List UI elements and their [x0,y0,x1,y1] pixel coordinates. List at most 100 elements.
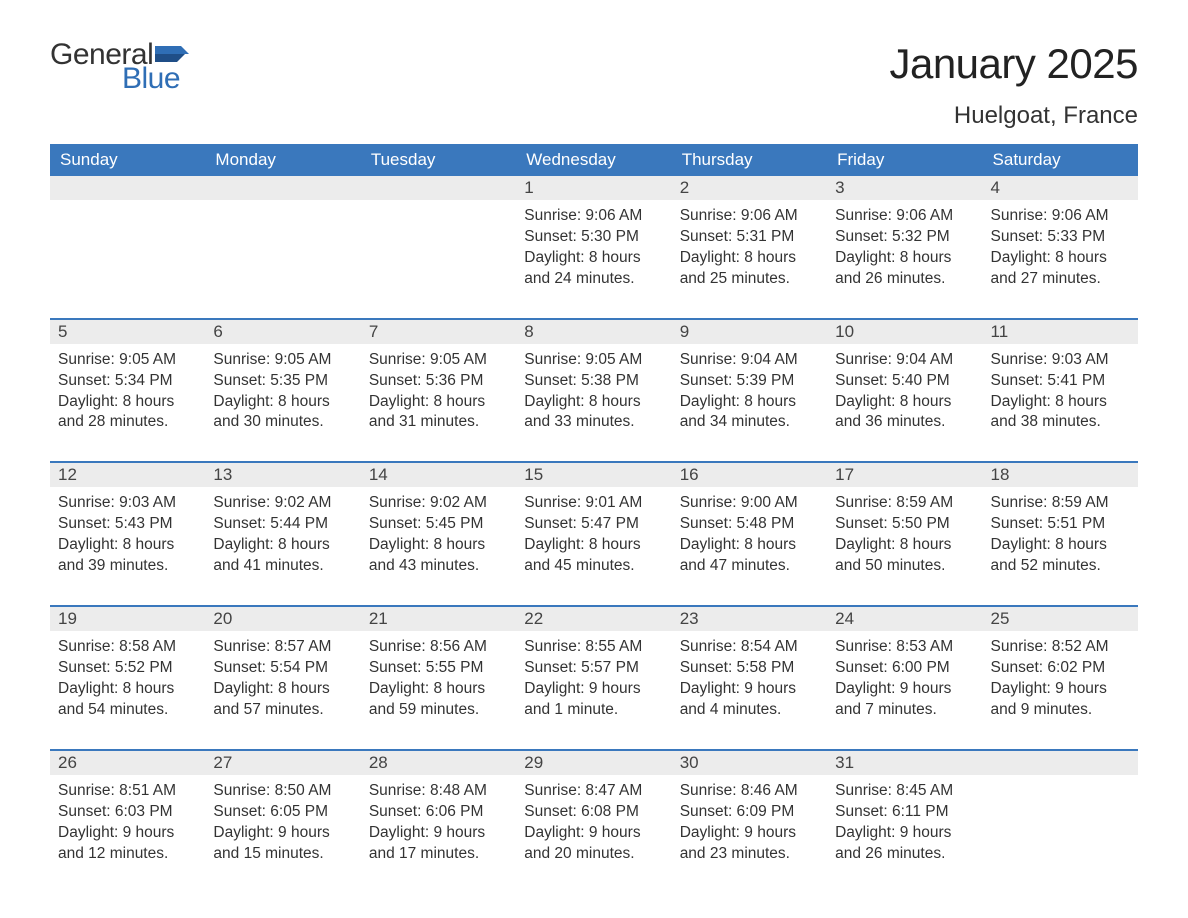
sunrise-line: Sunrise: 9:06 AM [835,206,974,227]
day-cell: 6Sunrise: 9:05 AMSunset: 5:35 PMDaylight… [205,320,360,442]
sunrise-line: Sunrise: 9:05 AM [369,350,508,371]
day-number: 18 [983,463,1138,487]
day-number: 30 [672,751,827,775]
week-row: 12 Sunrise: 9:03 AMSunset: 5:43 PM Dayligh… [50,461,1138,585]
title-block: January 2025 Huelgoat, France [889,40,1138,130]
day-number: 22 [516,607,671,631]
day-number: 2 [672,176,827,200]
sunrise-line: Sunrise: 9:03 AM [991,350,1130,371]
sunrise-line: Sunrise: 8:47 AM [524,781,663,802]
daylight-line: Daylight: 9 hours and 1 minute. [524,679,663,721]
day-cell: 11Sunrise: 9:03 AMSunset: 5:41 PMDayligh… [983,320,1138,442]
day-number: 20 [205,607,360,631]
weekday-header-cell: Thursday [672,144,827,176]
day-content: Sunrise: 8:59 AMSunset: 5:51 PMDaylight:… [983,487,1138,577]
day-cell: 25Sunrise: 8:52 AMSunset: 6:02 PMDayligh… [983,607,1138,729]
day-cell: 20Sunrise: 8:57 AMSunset: 5:54 PMDayligh… [205,607,360,729]
sunset-line: Sunset: 5:30 PM [524,227,663,248]
daylight-line: Daylight: 8 hours and 27 minutes. [991,248,1130,290]
daylight-line: Daylight: 8 hours and 26 minutes. [835,248,974,290]
weekday-header-cell: Wednesday [516,144,671,176]
sunset-line: Sunset: 5:34 PM [58,371,197,392]
day-number: 27 [205,751,360,775]
sunrise-line: Sunrise: 8:58 AM [58,637,197,658]
sunrise-line: Sunrise: 9:00 AM [680,493,819,514]
sunrise-line: Sunrise: 9:06 AM [524,206,663,227]
daylight-line: Daylight: 8 hours and 59 minutes. [369,679,508,721]
weekday-header-cell: Friday [827,144,982,176]
sunrise-line: Sunrise: 8:55 AM [524,637,663,658]
day-content: Sunrise: 9:02 AMSunset: 5:44 PMDaylight:… [205,487,360,577]
daylight-line: Daylight: 8 hours and 50 minutes. [835,535,974,577]
sunrise-line: Sunrise: 9:06 AM [991,206,1130,227]
day-content: Sunrise: 9:04 AMSunset: 5:40 PMDaylight:… [827,344,982,434]
sunset-line: Sunset: 5:36 PM [369,371,508,392]
daylight-line: Daylight: 8 hours and 38 minutes. [991,392,1130,434]
sunrise-line: Sunrise: 8:57 AM [213,637,352,658]
day-cell: 28Sunrise: 8:48 AMSunset: 6:06 PMDayligh… [361,751,516,873]
day-number: 31 [827,751,982,775]
day-cell [205,176,360,298]
sunset-line: Sunset: 5:58 PM [680,658,819,679]
day-number: 10 [827,320,982,344]
sunset-line: Sunset: 5:50 PM [835,514,974,535]
sunset-line: Sunset: 5:55 PM [369,658,508,679]
day-number: 19 [50,607,205,631]
daylight-line: Daylight: 9 hours and 4 minutes. [680,679,819,721]
sunset-line: Sunset: 5:52 PM [58,658,197,679]
day-cell: 21Sunrise: 8:56 AMSunset: 5:55 PMDayligh… [361,607,516,729]
day-content: Sunrise: 9:05 AMSunset: 5:35 PMDaylight:… [205,344,360,434]
day-number: 3 [827,176,982,200]
day-content: Sunrise: 8:55 AMSunset: 5:57 PMDaylight:… [516,631,671,721]
sunrise-line: Sunrise: 8:52 AM [991,637,1130,658]
day-number: 25 [983,607,1138,631]
day-number: 15 [516,463,671,487]
location-label: Huelgoat, France [889,102,1138,130]
day-cell: 30Sunrise: 8:46 AMSunset: 6:09 PMDayligh… [672,751,827,873]
day-content: Sunrise: 8:46 AMSunset: 6:09 PMDaylight:… [672,775,827,865]
sunset-line: Sunset: 6:09 PM [680,802,819,823]
daylight-line: Daylight: 9 hours and 9 minutes. [991,679,1130,721]
day-cell: 8Sunrise: 9:05 AMSunset: 5:38 PMDaylight… [516,320,671,442]
day-number: 7 [361,320,516,344]
sunrise-line: Sunrise: 8:56 AM [369,637,508,658]
daylight-line: Daylight: 8 hours and 31 minutes. [369,392,508,434]
day-content: Sunrise: 9:05 AMSunset: 5:38 PMDaylight:… [516,344,671,434]
week-row: 5Sunrise: 9:05 AMSunset: 5:34 PMDaylight… [50,318,1138,442]
daylight-line: Daylight: 8 hours and 54 minutes. [58,679,197,721]
day-content: Sunrise: 9:02 AMSunset: 5:45 PMDaylight:… [361,487,516,577]
sunset-line: Sunset: 5:43 PM [58,514,197,535]
sunset-line: Sunset: 5:57 PM [524,658,663,679]
day-content: Sunrise: 8:48 AMSunset: 6:06 PMDaylight:… [361,775,516,865]
sunset-line: Sunset: 5:47 PM [524,514,663,535]
sunset-line: Sunset: 5:38 PM [524,371,663,392]
sunset-line: Sunset: 5:45 PM [369,514,508,535]
day-number: 11 [983,320,1138,344]
weekday-header-cell: Sunday [50,144,205,176]
sunrise-line: Sunrise: 8:59 AM [835,493,974,514]
sunrise-line: Sunrise: 9:01 AM [524,493,663,514]
sunset-line: Sunset: 6:05 PM [213,802,352,823]
sunrise-line: Sunrise: 9:03 AM [58,493,197,514]
weekday-header-row: SundayMondayTuesdayWednesdayThursdayFrid… [50,144,1138,176]
day-cell: 5Sunrise: 9:05 AMSunset: 5:34 PMDaylight… [50,320,205,442]
flag-icon [155,42,189,64]
day-cell: 17Sunrise: 8:59 AMSunset: 5:50 PMDayligh… [827,463,982,585]
day-number: 16 [672,463,827,487]
day-cell: 4Sunrise: 9:06 AMSunset: 5:33 PMDaylight… [983,176,1138,298]
day-number: 29 [516,751,671,775]
sunrise-line: Sunrise: 8:53 AM [835,637,974,658]
day-content: Sunrise: 9:06 AMSunset: 5:30 PMDaylight:… [516,200,671,290]
daylight-line: Daylight: 8 hours and 45 minutes. [524,535,663,577]
sunrise-line: Sunrise: 9:05 AM [524,350,663,371]
logo: General Blue [50,40,189,94]
weekday-header-cell: Saturday [983,144,1138,176]
day-content: Sunrise: 9:06 AMSunset: 5:33 PMDaylight:… [983,200,1138,290]
day-cell [983,751,1138,873]
day-cell: 1Sunrise: 9:06 AMSunset: 5:30 PMDaylight… [516,176,671,298]
daylight-line: Daylight: 8 hours and 43 minutes. [369,535,508,577]
day-content: Sunrise: 9:04 AMSunset: 5:39 PMDaylight:… [672,344,827,434]
day-number: 12 [50,463,205,487]
calendar: SundayMondayTuesdayWednesdayThursdayFrid… [50,144,1138,872]
day-content: Sunrise: 9:03 AMSunset: 5:41 PMDaylight:… [983,344,1138,434]
